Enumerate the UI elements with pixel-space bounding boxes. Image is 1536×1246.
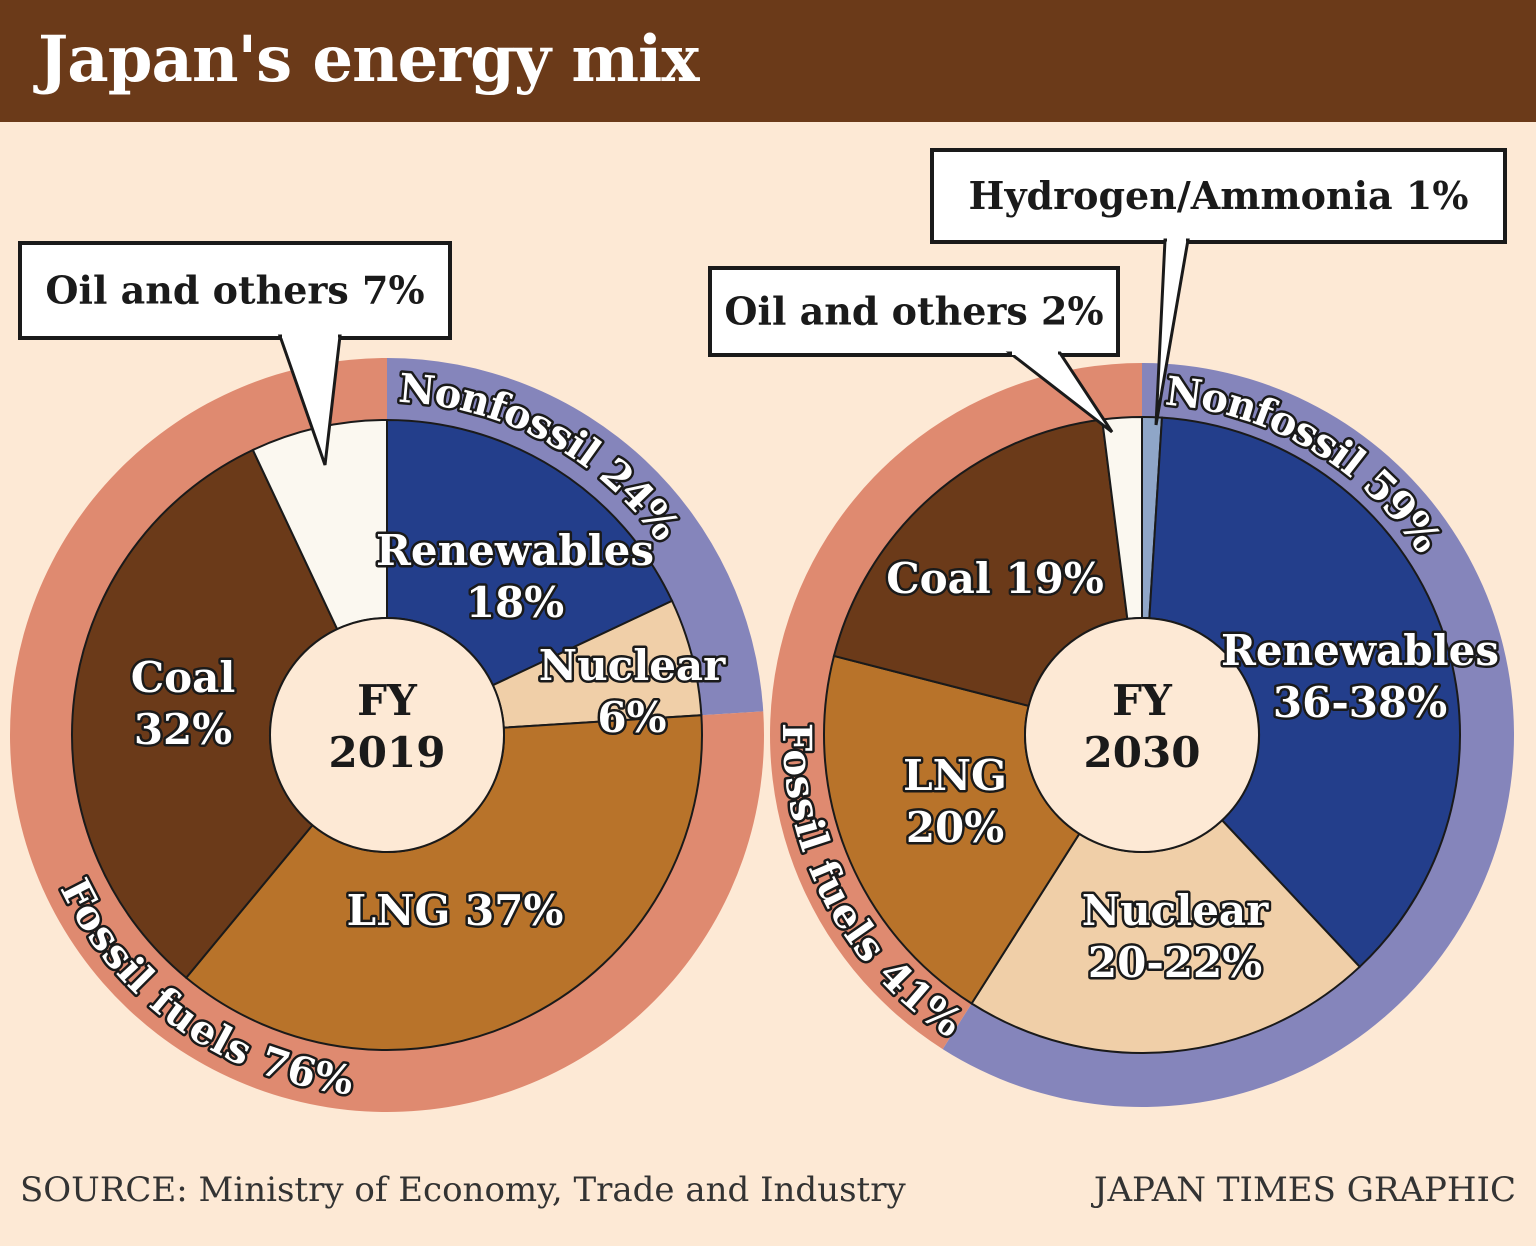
- slice-label-coal: 32%: [134, 705, 232, 754]
- callout-text: Oil and others 7%: [45, 268, 424, 313]
- slice-label-lng: 20%: [906, 803, 1004, 852]
- ring-nonfossil: [387, 358, 764, 716]
- callout-text: Hydrogen/Ammonia 1%: [969, 173, 1469, 218]
- slice-label-renewables: Renewables: [1221, 626, 1499, 675]
- slice-label-nuclear: 6%: [597, 693, 666, 742]
- slice-label-lng: LNG: [903, 751, 1007, 800]
- center-label: 2030: [1084, 728, 1201, 777]
- callout-text: Oil and others 2%: [724, 289, 1103, 334]
- slice-label-nuclear: Nuclear: [539, 641, 726, 690]
- callout-hydrogen-ammonia-1: Hydrogen/Ammonia 1%: [930, 148, 1507, 426]
- slice-label-coal: Coal 19%: [886, 554, 1104, 603]
- callout-oil-and-others-7: Oil and others 7%: [18, 241, 452, 466]
- credit: JAPAN TIMES GRAPHIC: [1093, 1170, 1516, 1210]
- ring-nonfossil: [942, 363, 1514, 1107]
- slice-label-renewables: 18%: [466, 578, 564, 627]
- header-bar: [0, 0, 1536, 122]
- slice-label-coal: Coal: [131, 653, 236, 702]
- callout-oil-and-others-2: Oil and others 2%: [708, 266, 1120, 434]
- slice-label-renewables: 36-38%: [1273, 678, 1447, 727]
- slice-label-renewables: Renewables: [376, 526, 654, 575]
- center-label: FY: [1112, 676, 1173, 725]
- ring-fossil-fuels: [769, 363, 1142, 1050]
- center-label: FY: [357, 676, 418, 725]
- slice-label-nuclear: 20-22%: [1088, 938, 1262, 987]
- center-hole: [1024, 617, 1260, 853]
- slice-label-nuclear: Nuclear: [1082, 886, 1269, 935]
- chart-title: Japan's energy mix: [38, 22, 699, 97]
- slice-label-lng: LNG 37%: [347, 886, 564, 935]
- source-note: SOURCE: Ministry of Economy, Trade and I…: [20, 1170, 906, 1210]
- center-hole: [269, 617, 505, 853]
- center-label: 2019: [329, 728, 446, 777]
